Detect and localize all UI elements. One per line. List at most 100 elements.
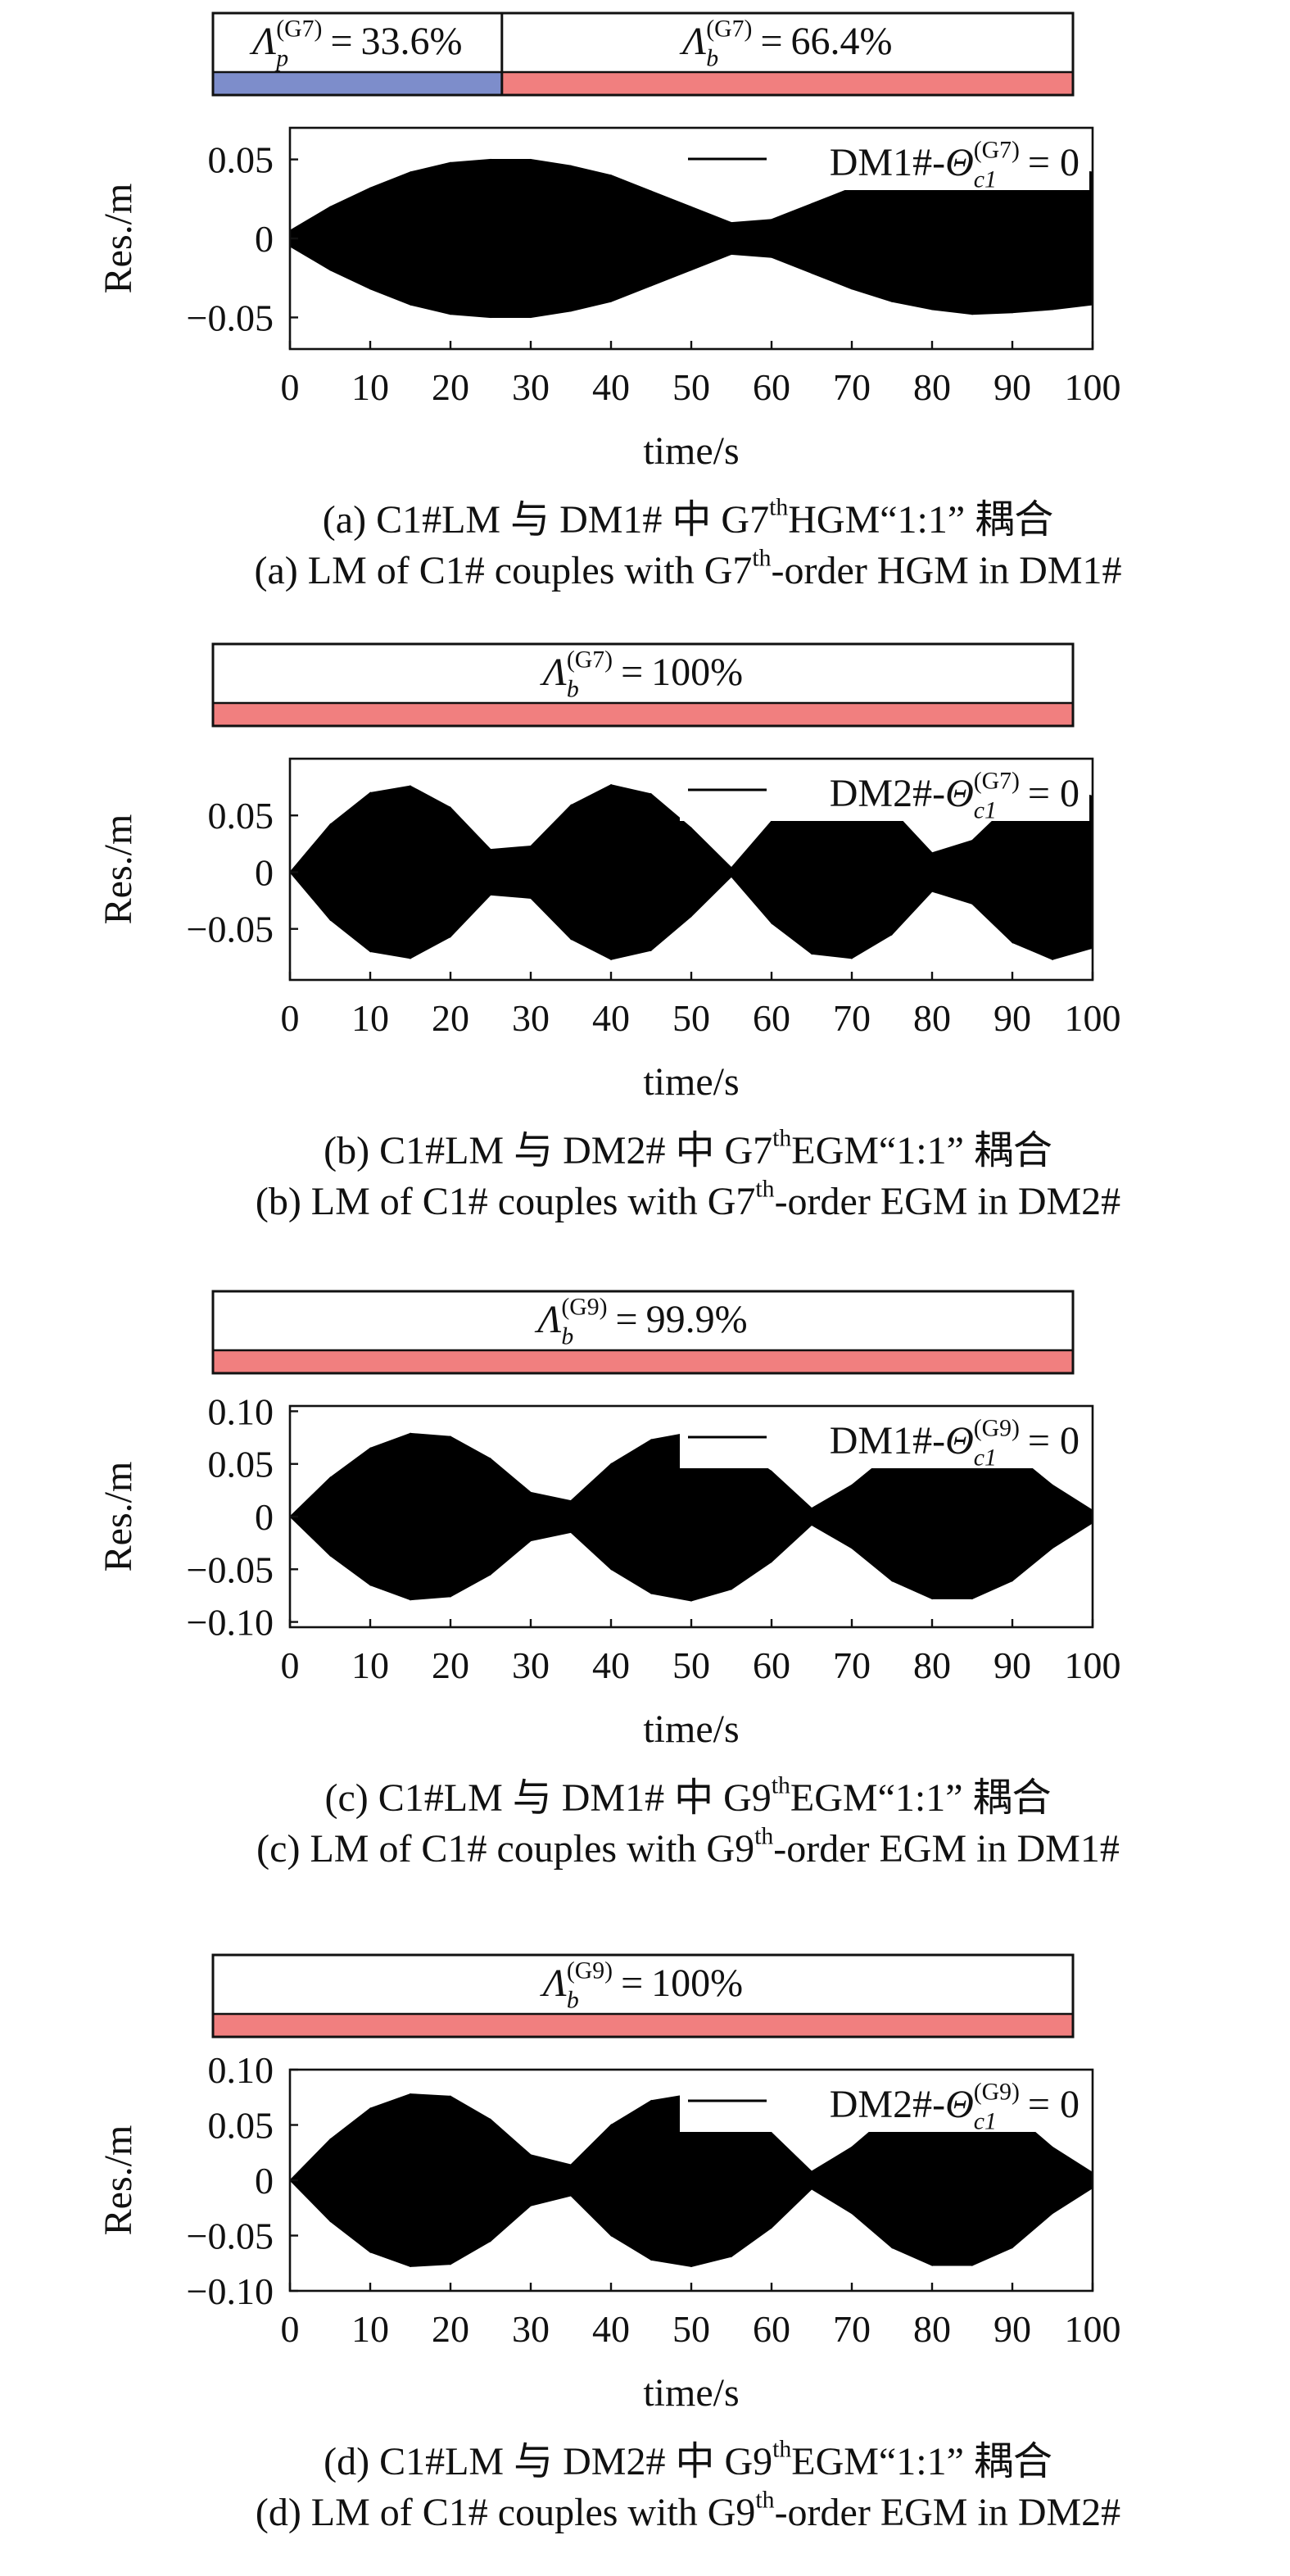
y-tick-label: −0.10	[187, 2270, 274, 2312]
x-tick-label: 50	[672, 997, 710, 1039]
legend-label-part: = 0	[1028, 1419, 1080, 1463]
x-tick-label: 90	[994, 2308, 1031, 2350]
legend-box	[680, 2073, 1089, 2132]
caption: (b) LM of C1# couples with G7 th -order EG…	[256, 1175, 1120, 1223]
y-axis-label: Res./m	[97, 184, 140, 294]
response-band	[690, 827, 732, 918]
legend-label-part: = 0	[1028, 2083, 1080, 2126]
share-label-part: Λ	[249, 20, 276, 63]
y-tick-label: −0.05	[187, 2215, 274, 2257]
share-label-part: Λ	[679, 20, 706, 63]
response-band	[851, 2111, 893, 2249]
x-tick-label: 0	[281, 2308, 300, 2350]
response-band	[771, 1470, 812, 1563]
x-axis-label: time/s	[643, 1060, 739, 1104]
y-axis-label: Res./m	[97, 814, 140, 925]
response-band	[570, 1463, 612, 1571]
response-band	[731, 219, 772, 258]
caption-part: th	[772, 1124, 791, 1151]
response-band	[329, 187, 371, 290]
response-band	[530, 1491, 572, 1542]
y-tick-label: −0.05	[187, 909, 274, 950]
x-tick-label: 30	[512, 366, 550, 408]
share-label-part: p	[274, 44, 288, 71]
x-tick-label: 30	[512, 2308, 550, 2350]
y-tick-label: 0	[255, 1496, 274, 1538]
share-segment	[213, 2014, 1073, 2037]
x-tick-label: 70	[833, 997, 871, 1039]
y-tick-label: 0.10	[208, 1390, 274, 1432]
caption-part: th	[769, 493, 788, 520]
response-band	[410, 161, 451, 315]
x-tick-label: 40	[592, 2308, 630, 2350]
x-tick-label: 80	[913, 366, 951, 408]
x-tick-label: 60	[753, 997, 790, 1039]
caption-part: (a) LM of C1# couples with G7	[255, 549, 753, 592]
caption-part: (a) C1#LM 与 DM1# 中 G7	[323, 498, 769, 542]
share-label-part: (G9)	[567, 1957, 613, 1984]
caption-part: (b) C1#LM 与 DM2# 中 G7	[324, 1129, 772, 1172]
caption-part: -order EGM in DM2#	[775, 1180, 1121, 1223]
response-band	[570, 2124, 612, 2237]
caption-part: -order HGM in DM1#	[772, 549, 1122, 592]
share-label-part: 33.6%	[361, 20, 463, 63]
share-segment	[501, 72, 1073, 95]
response-band	[891, 808, 933, 937]
x-tick-label: 100	[1065, 2308, 1121, 2350]
x-tick-label: 60	[753, 366, 790, 408]
response-band	[490, 1457, 532, 1576]
response-band	[851, 175, 893, 302]
x-tick-label: 40	[592, 997, 630, 1039]
share-frame	[211, 642, 1075, 728]
legend-label-part: DM1#-	[830, 1419, 945, 1463]
legend-box	[680, 762, 1089, 821]
share-segment	[213, 72, 502, 95]
caption-part: HGM“1:1” 耦合	[788, 498, 1053, 542]
response-band	[570, 165, 612, 312]
x-tick-label: 10	[351, 997, 389, 1039]
legend-label-part: c1	[974, 2107, 997, 2134]
caption: (d) C1#LM 与 DM2# 中 G9 th EGM“1:1” 耦合	[324, 2435, 1052, 2483]
caption-part: th	[755, 2486, 774, 2513]
response-band	[690, 206, 732, 271]
response-band	[610, 784, 652, 960]
response-band	[851, 1451, 893, 1582]
legend-label-part: DM2#-	[830, 2083, 945, 2126]
caption: (c) LM of C1# couples with G9 th -order EG…	[256, 1822, 1120, 1871]
legend-label-part: c1	[974, 796, 997, 823]
legend-label-part: (G7)	[974, 767, 1020, 794]
response-band	[530, 158, 572, 319]
response-band	[450, 1435, 491, 1598]
response-band	[490, 845, 532, 899]
legend-label-part: (G9)	[974, 2078, 1020, 2105]
response-band	[410, 1432, 451, 1601]
share-label-part: =	[330, 20, 352, 63]
caption-part: th	[752, 544, 771, 571]
response-band	[369, 785, 411, 959]
share-label-part: =	[621, 651, 643, 694]
response-band	[1012, 2111, 1053, 2249]
caption: (a) LM of C1# couples with G7 th -order HG…	[255, 544, 1122, 592]
legend-label-part: c1	[974, 166, 997, 193]
response-band	[530, 804, 572, 941]
share-label-part: Λ	[534, 1298, 561, 1341]
share-label-part: =	[760, 20, 782, 63]
legend-label-part: DM1#-	[830, 141, 945, 184]
share-label-part: Λ	[540, 1961, 567, 2005]
x-tick-label: 50	[672, 366, 710, 408]
caption-part: -order EGM in DM1#	[773, 1827, 1120, 1871]
response-band	[610, 2099, 652, 2261]
response-band	[490, 2118, 532, 2243]
caption: (c) C1#LM 与 DM1# 中 G9 th EGM“1:1” 耦合	[324, 1771, 1051, 1820]
share-label-part: =	[621, 1961, 643, 2005]
share-label-part: 100%	[651, 1961, 743, 2005]
share-label-part: b	[567, 675, 579, 702]
x-tick-label: 70	[833, 366, 871, 408]
response-band	[771, 202, 812, 274]
share-frame	[211, 11, 1075, 97]
